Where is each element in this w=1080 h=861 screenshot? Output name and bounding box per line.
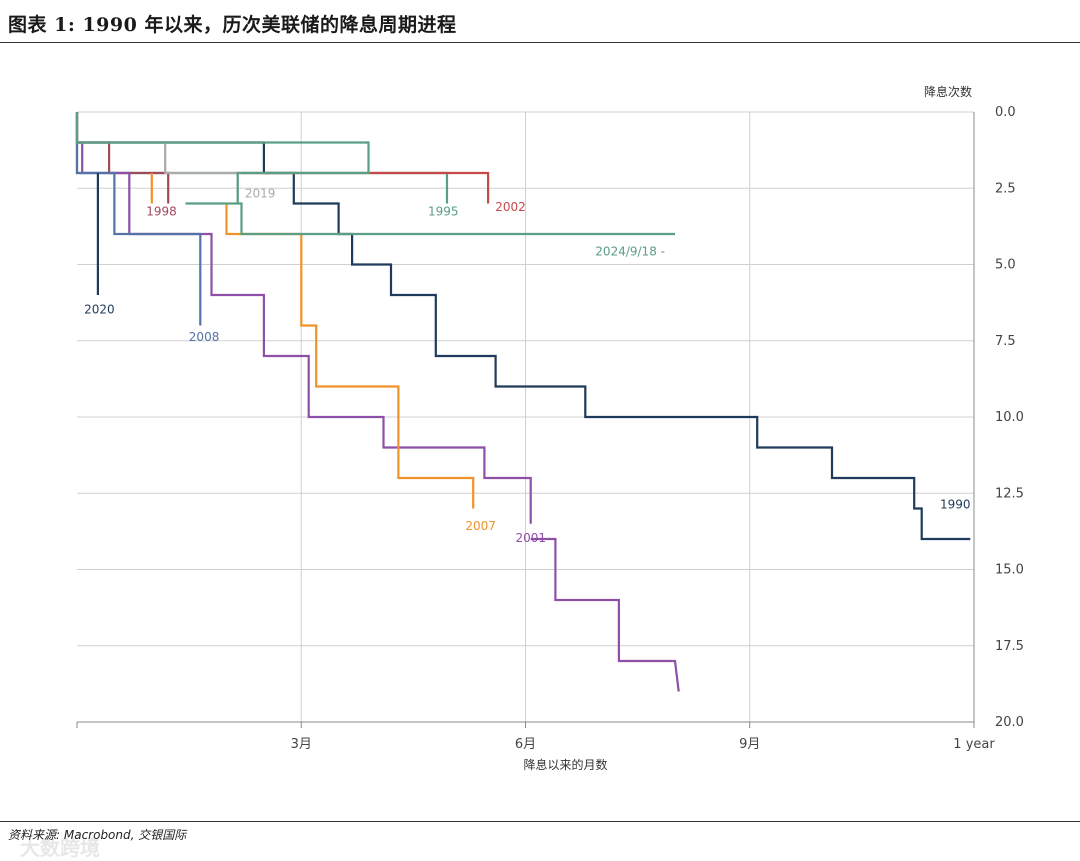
source-note: 资料来源: Macrobond, 交银国际	[8, 828, 187, 842]
x-tick-label: 9月	[739, 737, 760, 752]
x-tick-label: 6月	[515, 737, 536, 752]
series-label-1990: 1990	[940, 498, 971, 512]
watermark: 大数跨境	[20, 836, 100, 860]
y-tick-label: 5.0	[995, 258, 1016, 273]
series-line-2008	[75, 142, 202, 326]
series-label-1995: 1995	[428, 205, 459, 219]
y-tick-label: 10.0	[995, 410, 1024, 425]
series-label-2020: 2020	[84, 302, 115, 316]
series-line-2001	[75, 112, 532, 524]
series-label-2008: 2008	[189, 330, 220, 344]
series-line-2024-9-18	[75, 112, 675, 236]
y-tick-label: 7.5	[995, 334, 1016, 349]
x-tick-label: 1 year	[953, 737, 995, 752]
series-line-1990	[75, 112, 971, 541]
series-label-2001: 2001	[515, 531, 546, 545]
series-label-2019: 2019	[245, 186, 276, 200]
series-line-2019	[75, 112, 239, 204]
y-tick-label: 15.0	[995, 563, 1024, 578]
series-line-1998	[75, 112, 170, 204]
series-line-2001-part2	[530, 537, 680, 692]
footer-rule	[0, 821, 1080, 822]
y-tick-label: 0.0	[995, 105, 1016, 120]
series-label-2007: 2007	[465, 519, 496, 533]
chart-title: 图表 1: 1990 年以来，历次美联储的降息周期进程	[8, 14, 457, 36]
series-label-2024-9-18: 2024/9/18 -	[595, 244, 665, 258]
y-axis-title: 降息次数	[924, 84, 972, 99]
y-tick-label: 17.5	[995, 639, 1024, 654]
series-label-2002: 2002	[495, 200, 526, 214]
header-rule	[0, 42, 1080, 43]
rate-cut-chart: 0.0 2.5 5.0 7.5 10.0 12.5 15.0 17.5 20.0 3月 6月 9月 1 …	[75, 84, 1024, 772]
x-tick-label: 3月	[291, 737, 312, 752]
series-label-1998: 1998	[146, 205, 177, 219]
y-tick-label: 12.5	[995, 486, 1024, 501]
y-tick-label: 20.0	[995, 715, 1024, 730]
y-tick-label: 2.5	[995, 181, 1016, 196]
x-axis-title: 降息以来的月数	[523, 757, 607, 772]
